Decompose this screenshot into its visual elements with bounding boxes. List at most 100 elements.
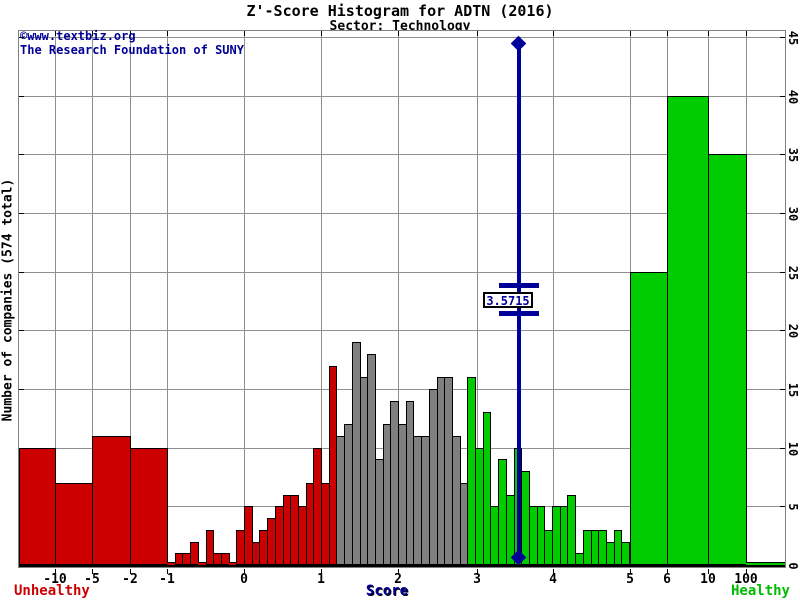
histogram-bar [92,436,131,565]
axis-tick [708,569,709,574]
vertical-gridline [321,31,322,567]
x-axis-label: Score [365,583,409,599]
axis-tick [630,31,631,36]
x-tick-label: 1 [317,572,325,587]
y-tick-label: 10 [786,441,800,457]
axis-tick [630,569,631,574]
axis-tick [19,213,24,214]
horizontal-gridline [19,272,785,273]
axis-tick [780,389,785,390]
axis-tick [398,31,399,36]
histogram-bar [221,553,230,565]
y-tick-label: 25 [786,265,800,281]
horizontal-gridline [19,96,785,97]
histogram-bar [244,506,253,565]
axis-tick [667,31,668,36]
axis-tick [19,272,24,273]
axis-tick [19,154,24,155]
horizontal-gridline [19,213,785,214]
vertical-gridline [398,31,399,567]
axis-tick [477,569,478,574]
marker-crossbar-bottom [499,311,539,316]
unhealthy-label: Unhealthy [14,583,90,599]
y-tick-label: 45 [786,30,800,46]
horizontal-gridline [19,154,785,155]
histogram-bar [621,542,630,565]
x-tick-label: -1 [159,572,175,587]
axis-tick [167,569,168,574]
histogram-bar [746,562,785,565]
axis-tick [92,569,93,574]
vertical-gridline [477,31,478,567]
axis-tick [780,96,785,97]
axis-tick [130,569,131,574]
histogram-bar [667,96,709,565]
histogram-bar [167,562,176,565]
plot-area: 3.5715 [18,30,786,574]
x-tick-label: 3 [473,572,481,587]
axis-tick [746,569,747,574]
axis-tick [321,569,322,574]
y-tick-label: 35 [786,147,800,163]
histogram-bar [19,448,56,565]
vertical-gridline [92,31,93,567]
x-tick-label: 0 [240,572,248,587]
histogram-bar [206,530,214,565]
marker-crossbar-top [499,283,539,288]
axis-tick [19,37,24,38]
y-tick-label: 30 [786,206,800,222]
x-tick-label: 2 [394,572,402,587]
axis-tick [780,213,785,214]
x-tick-label: -2 [122,572,138,587]
axis-tick [667,569,668,574]
page-title: Z'-Score Histogram for ADTN (2016) [246,2,554,20]
histogram-bar [190,542,199,565]
axis-tick [746,31,747,36]
axis-tick [167,31,168,36]
marker-value-label: 3.5715 [483,292,533,308]
y-tick-label: 20 [786,323,800,339]
histogram-bar [55,483,93,565]
marker-top-diamond [510,35,527,52]
horizontal-gridline [19,389,785,390]
axis-tick [19,96,24,97]
histogram-bar [130,448,168,565]
axis-tick [321,31,322,36]
axis-tick [780,37,785,38]
x-tick-label: -5 [84,572,100,587]
histogram-bar [630,272,668,565]
axis-tick [553,31,554,36]
axis-tick [19,389,24,390]
vertical-gridline [553,31,554,567]
histogram-bar [229,562,237,565]
axis-tick [55,31,56,36]
y-axis-title: Number of companies (574 total) [0,178,16,422]
horizontal-gridline [19,37,785,38]
x-tick-label: 6 [663,572,671,587]
vertical-gridline [130,31,131,567]
y-tick-label: 0 [786,562,800,570]
healthy-label: Healthy [730,583,790,599]
x-tick-label: 5 [626,572,634,587]
axis-tick [244,31,245,36]
histogram-bar [708,154,747,565]
axis-tick [780,506,785,507]
axis-tick [553,569,554,574]
y-tick-label: 40 [786,89,800,105]
x-tick-label: 100 [734,572,758,587]
axis-tick [477,31,478,36]
axis-tick [130,31,131,36]
x-axis-line [19,565,785,567]
axis-tick [19,330,24,331]
axis-tick [780,330,785,331]
watermark-line2: The Research Foundation of SUNY [20,43,244,57]
x-tick-label: 10 [700,572,716,587]
watermark-line1: ©www.textbiz.org [20,29,136,43]
vertical-gridline [244,31,245,567]
histogram-bar [567,495,576,565]
axis-tick [244,569,245,574]
x-tick-label: -10 [43,572,67,587]
y-tick-label: 5 [786,503,800,511]
axis-tick [708,31,709,36]
